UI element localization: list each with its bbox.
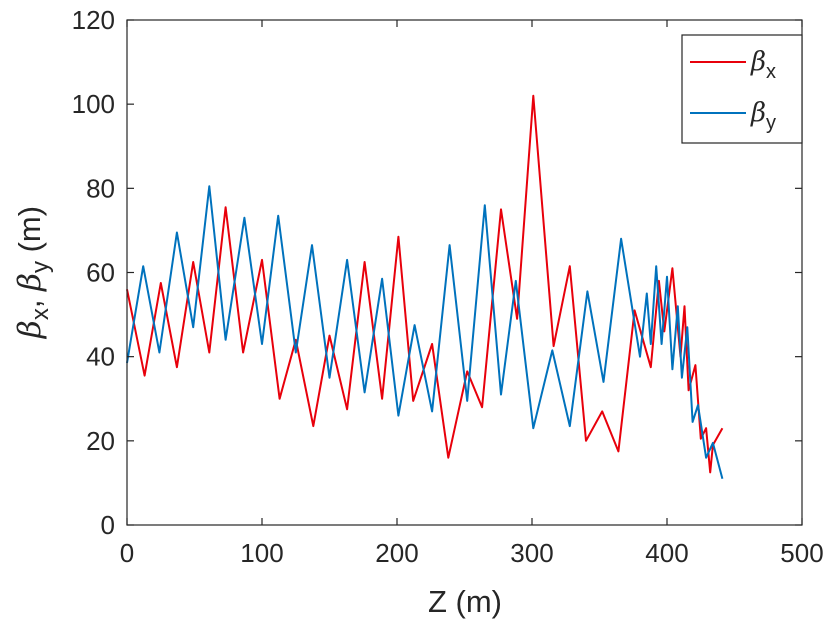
legend-beta-y-sub: y bbox=[766, 112, 776, 134]
y-label-unit: (m) bbox=[12, 206, 47, 261]
legend-beta-y-symbol: β bbox=[750, 98, 766, 128]
y-tick-label: 120 bbox=[72, 5, 115, 35]
series-line-beta-y bbox=[126, 185, 724, 479]
x-tick-label: 400 bbox=[645, 538, 688, 568]
legend-label-beta-x: βx bbox=[750, 47, 776, 83]
x-tick-label: 200 bbox=[375, 538, 418, 568]
legend-box bbox=[681, 34, 803, 144]
legend-label-beta-y: βy bbox=[750, 98, 776, 134]
y-label-beta-y: β bbox=[12, 273, 48, 292]
y-tick-label: 0 bbox=[101, 510, 115, 540]
y-label-sub-y: y bbox=[27, 261, 54, 273]
y-tick-label: 60 bbox=[86, 258, 115, 288]
plot-area: 0 100 200 300 400 500 0 20 40 60 80 100 120 bbox=[72, 5, 824, 568]
y-tick-label: 80 bbox=[86, 173, 115, 203]
x-axis-label: Z (m) bbox=[428, 584, 502, 619]
y-tick-label: 40 bbox=[86, 342, 115, 372]
x-tick-label: 100 bbox=[240, 538, 283, 568]
legend: βx βy bbox=[681, 34, 803, 144]
legend-beta-x-symbol: β bbox=[750, 47, 766, 77]
y-tick-label: 100 bbox=[72, 89, 115, 119]
y-label-comma: , bbox=[12, 291, 47, 308]
series-line-beta-x bbox=[126, 94, 724, 474]
x-tick-label: 0 bbox=[120, 538, 134, 568]
legend-beta-x-sub: x bbox=[766, 61, 776, 83]
y-label-beta-x: β bbox=[12, 320, 48, 339]
y-axis-label: βx, βy (m) bbox=[12, 206, 54, 339]
y-label-sub-x: x bbox=[27, 308, 54, 320]
x-tick-label: 300 bbox=[510, 538, 553, 568]
y-tick-label: 20 bbox=[86, 426, 115, 456]
x-tick-label: 500 bbox=[780, 538, 823, 568]
